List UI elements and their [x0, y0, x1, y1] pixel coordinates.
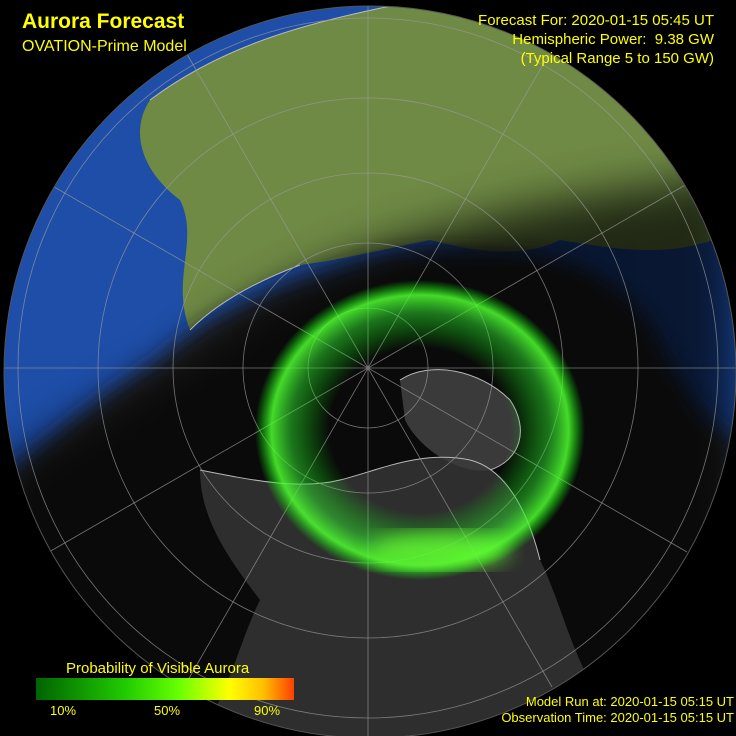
- legend-tick: 10%: [50, 703, 76, 718]
- subtitle: OVATION-Prime Model: [22, 38, 187, 55]
- colorbar: [36, 678, 294, 700]
- title: Aurora Forecast: [22, 10, 184, 33]
- globe-edge: [3, 5, 736, 736]
- aurora-peak: [370, 532, 510, 568]
- observation-time: Observation Time: 2020-01-15 05:15 UT: [501, 710, 734, 725]
- eurasia: [140, 6, 736, 330]
- legend-tick: 50%: [154, 703, 180, 718]
- legend-title: Probability of Visible Aurora: [66, 660, 250, 677]
- forecast-time: Forecast For: 2020-01-15 05:45 UT: [478, 12, 714, 29]
- model-run: Model Run at: 2020-01-15 05:15 UT: [526, 694, 734, 709]
- typical-range: (Typical Range 5 to 150 GW): [521, 50, 714, 67]
- hemispheric-power: Hemispheric Power: 9.38 GW: [512, 31, 715, 48]
- legend-tick: 90%: [254, 703, 280, 718]
- aurora-oval: [255, 280, 585, 580]
